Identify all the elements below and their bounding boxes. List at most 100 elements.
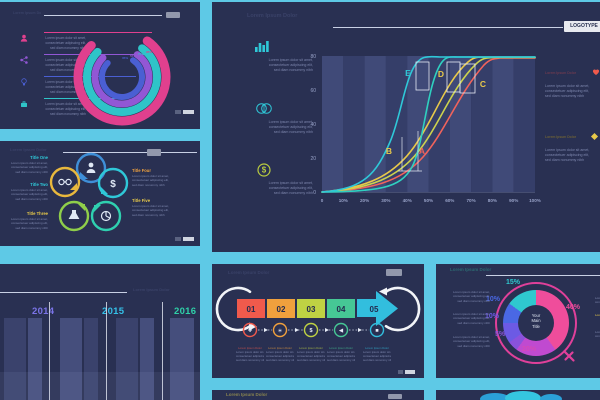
timeline-column [170, 318, 194, 400]
annotation-boxes [415, 61, 476, 94]
share-icon [20, 56, 28, 64]
column-divider [49, 302, 50, 400]
slide-title: Lorem Ipsum Dolor [247, 13, 298, 19]
circle-title: Title Three [26, 211, 48, 216]
slide-title: Lorem Ipsum Dolor [133, 287, 170, 292]
timeline-column [60, 318, 82, 400]
svg-text:20: 20 [310, 156, 316, 162]
slide-scurve-chart[interactable]: Lorem Ipsum Dolor LOGOTYPE Lorem ipsum d… [212, 2, 600, 252]
flask-icon [68, 210, 80, 219]
circle-text: Lorem ipsum dolor sit amet, consectetuer … [10, 217, 48, 230]
circle-text: Lorem ipsum dolor sit amet, consectetuer … [132, 174, 170, 187]
dollar-icon: $ [257, 163, 271, 177]
svg-text:70%: 70% [466, 198, 475, 203]
circle-title: Title Two [30, 182, 48, 187]
circle-text: Lorem ipsum dolor sit amet, consectetuer … [132, 204, 170, 217]
svg-text:60: 60 [310, 88, 316, 94]
timeline-column [28, 318, 42, 400]
svg-text:C: C [480, 79, 486, 89]
cloud-shape [480, 393, 510, 400]
svg-text:50%: 50% [424, 198, 433, 203]
logo-placeholder [147, 149, 161, 156]
series-teal-early [321, 55, 536, 193]
circle-node-green [58, 200, 90, 232]
cloud-shape [505, 391, 541, 400]
slice-label: 10% [486, 296, 501, 303]
svg-text:60%: 60% [445, 198, 454, 203]
bulb-icon: ☀ [278, 327, 283, 334]
pentagon-circle-diagram: $ [49, 152, 129, 232]
svg-text:04: 04 [337, 305, 346, 314]
slide-partial-bottom-center[interactable]: Lorem Ipsum Dolor [212, 390, 424, 400]
circle-text: Lorem ipsum dolor sit amet, consectetuer … [10, 188, 48, 201]
svg-text:80: 80 [310, 54, 316, 60]
pie-icon [100, 210, 112, 222]
cycle-arrow-left [215, 286, 257, 332]
year-label: 2015 [102, 306, 125, 317]
slide-circle-diagram[interactable]: Lorem Ipsum Dolor $ [0, 141, 200, 246]
slide-donut-chart[interactable]: Lorem Ipsum Dolor Your Main Title 15% 10% … [436, 264, 600, 378]
annotation-bracket [398, 131, 422, 172]
svg-text:100%: 100% [529, 198, 541, 203]
circle-text: Lorem ipsum dolor sit amet, consectetuer … [10, 161, 48, 174]
page-number-box [175, 237, 181, 241]
item-text: Lorem ipsum dolor sit amet, consectetuer … [268, 120, 313, 135]
legend-text: Lorem ipsum dolor sit amet, consectetuer … [45, 80, 86, 94]
year-label: 2014 [32, 306, 55, 317]
slide-process-arrow[interactable]: Lorem Ipsum Dolor 01 02 03 04 05 ✚ [212, 264, 424, 378]
slide-title: Lorem Ipsum Dolor [226, 392, 268, 397]
svg-text:02: 02 [277, 305, 286, 314]
heart-icon [592, 69, 600, 75]
page-number-box [398, 370, 403, 374]
slide-partial-bottom-right[interactable] [436, 390, 600, 400]
scurve-series [321, 55, 536, 193]
play-icon: ◀ [339, 328, 344, 334]
bar-chart-icon [255, 41, 269, 52]
logo-placeholder [386, 269, 402, 276]
svg-text:A: A [419, 146, 425, 156]
clipped-text-fragment: Lorem ipsum dolor sit amet,consectetuer … [595, 330, 600, 339]
clipped-text-fragment: Lorem ipsum dolor sit amet, [595, 313, 600, 317]
bulb-icon [21, 78, 27, 86]
arc-value-label: 35% [122, 56, 129, 60]
series-red [321, 57, 536, 193]
logo-placeholder: LOGOTYPE [564, 21, 600, 32]
svg-text:40: 40 [310, 122, 316, 128]
connector-arrows [264, 328, 362, 332]
thumbs-up-icon: ✚ [248, 327, 253, 334]
arc-value-label: 75% [138, 52, 145, 56]
floor-overlay [0, 372, 200, 400]
svg-text:05: 05 [370, 305, 379, 314]
column-divider [106, 302, 107, 400]
legend-text: Lorem ipsum dolor sit amet, consectetuer … [45, 58, 86, 72]
timeline-column [140, 318, 154, 400]
arrow-head [357, 291, 398, 326]
title-underline [0, 292, 127, 293]
title-underline [333, 27, 563, 29]
title-underline [63, 152, 197, 153]
radial-arc-chart [73, 28, 171, 126]
step-icon-glyphs: ✚ ☀ $ ◀ ■ [248, 327, 379, 334]
slice-label: 20% [522, 346, 537, 353]
circle-title: Title One [30, 155, 48, 160]
slice-label: 5% [495, 331, 506, 338]
title-underline [486, 275, 600, 276]
slide-title: Lorem Ipsum Dolor [228, 270, 270, 275]
slide-radial-arcs[interactable]: Lorem Ipsum Dolor Lorem ipsum dolor sit … [0, 2, 200, 129]
item-text: Lorem ipsum dolor sit amet, consectetuer … [545, 148, 590, 163]
year-label: 2016 [174, 306, 197, 317]
slide-timeline[interactable]: Lorem Ipsum Dolor 2014 2015 2016 [0, 264, 200, 400]
scurve-plot: 80 60 40 20 0 0 10% 20% 30% 40% 50% 60% … [310, 54, 541, 203]
slice-label: 10% [485, 313, 500, 320]
slide-title: Lorem Ipsum Dolor [450, 267, 492, 272]
arc-value-label: 95% [146, 50, 153, 54]
series-yellow-2 [321, 56, 536, 193]
item-text: Lorem ipsum dolor sit amet, consectetuer … [268, 58, 313, 73]
timeline-column [116, 318, 138, 400]
cycle-arrow-right [379, 286, 421, 332]
timeline-column [4, 318, 26, 400]
svg-text:E: E [405, 68, 411, 78]
